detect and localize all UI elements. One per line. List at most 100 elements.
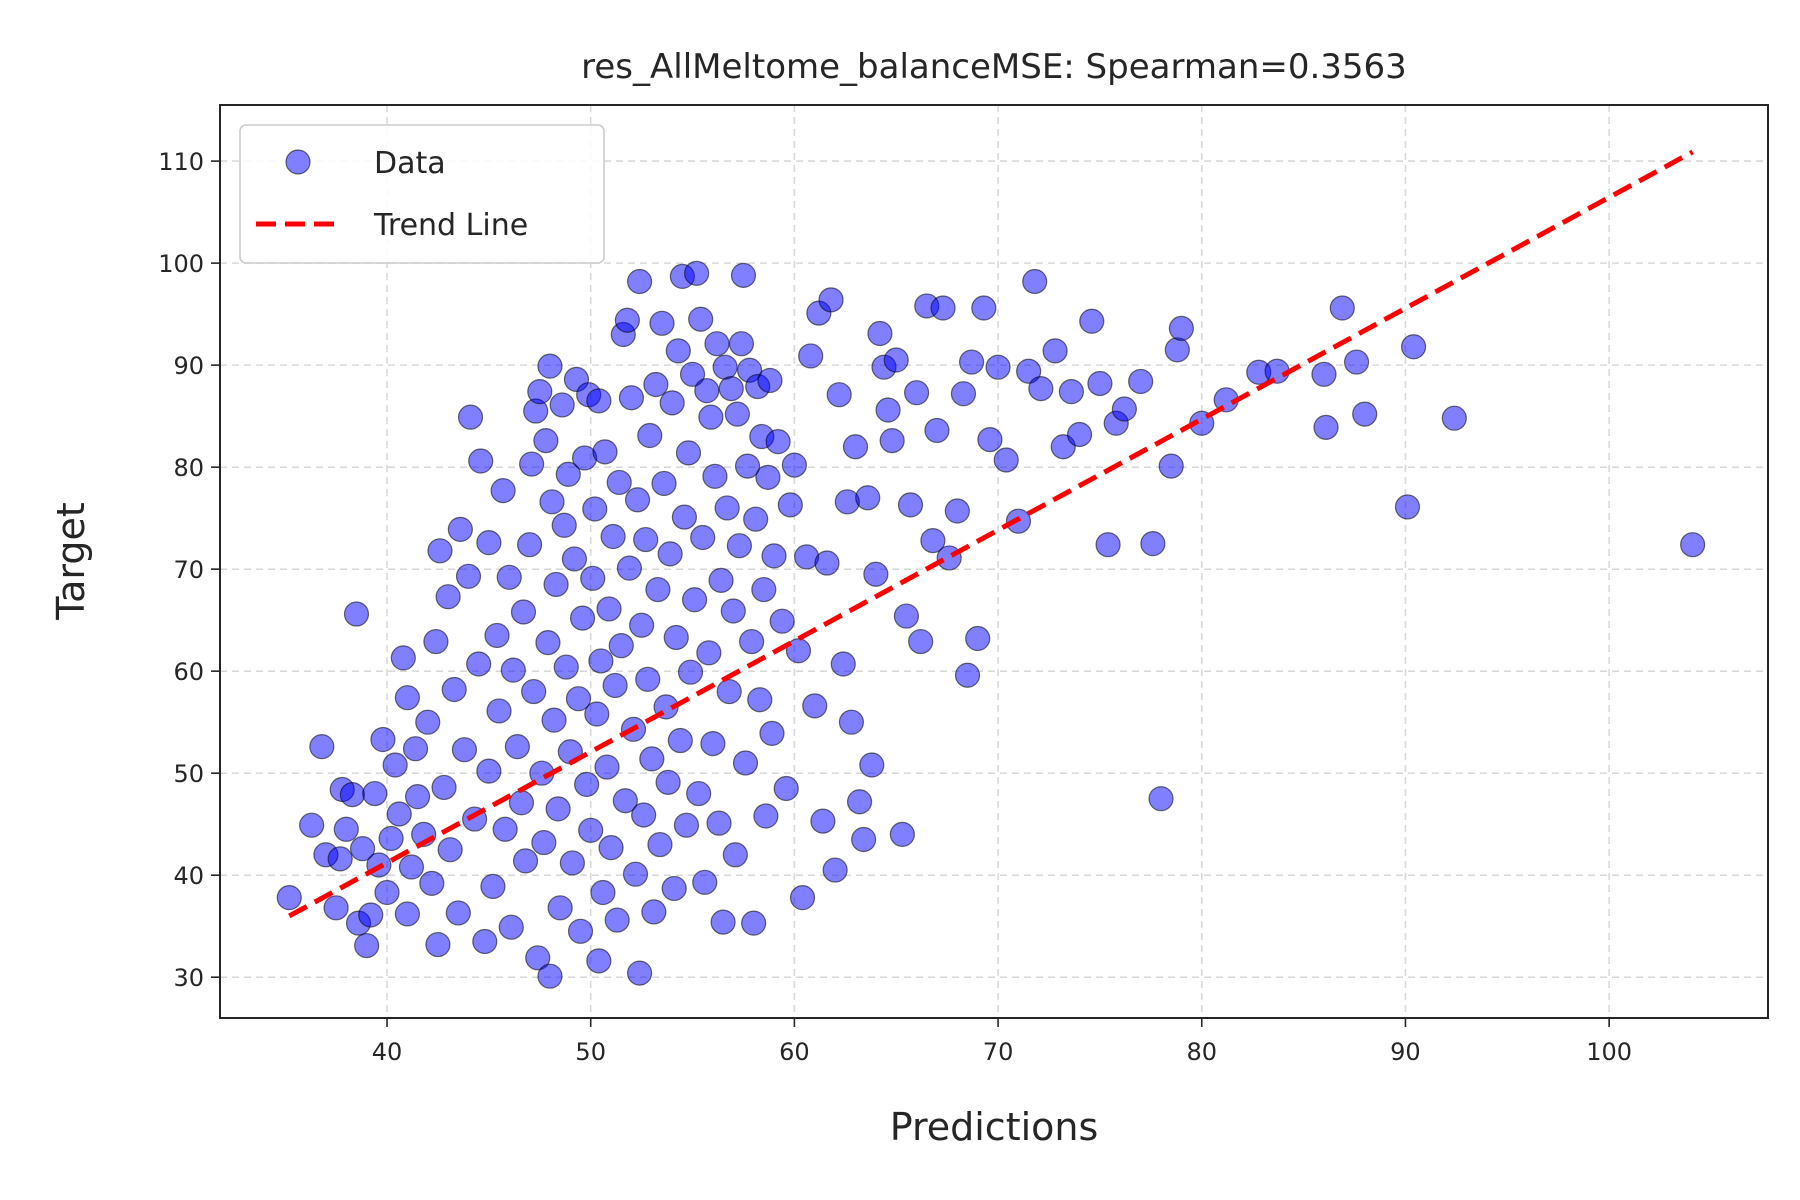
data-point <box>586 388 612 414</box>
data-point <box>374 879 400 906</box>
data-point <box>390 645 416 671</box>
data-point <box>1016 358 1042 384</box>
data-point <box>879 428 905 454</box>
data-point <box>855 485 881 511</box>
data-point <box>751 576 777 603</box>
data-point <box>555 461 581 487</box>
data-point <box>622 861 649 887</box>
data-point <box>447 516 473 542</box>
x-tick-label: 90 <box>1390 1038 1421 1066</box>
data-point <box>1168 315 1194 342</box>
data-point <box>378 825 404 852</box>
data-point <box>457 404 484 430</box>
data-point <box>616 555 643 581</box>
data-point <box>730 262 757 288</box>
data-point <box>516 532 543 558</box>
data-point <box>398 854 425 880</box>
data-point <box>404 784 431 810</box>
data-point <box>993 447 1019 473</box>
data-point <box>741 910 767 936</box>
data-point <box>753 803 779 829</box>
data-point <box>722 842 748 868</box>
data-point <box>677 659 704 685</box>
trend-line <box>288 149 1694 919</box>
x-tick-label: 40 <box>372 1038 403 1066</box>
legend-data-marker <box>285 149 311 175</box>
data-point <box>684 260 710 286</box>
data-point <box>985 354 1011 380</box>
data-point <box>582 496 608 522</box>
data-point <box>649 310 675 336</box>
y-tick-label: 30 <box>173 964 204 992</box>
data-point <box>716 678 742 705</box>
data-point <box>838 709 865 735</box>
data-point <box>323 895 349 921</box>
y-tick-label: 60 <box>173 658 204 686</box>
data-point <box>394 685 420 711</box>
data-point <box>561 546 588 572</box>
data-point <box>846 789 873 815</box>
x-tick-label: 70 <box>983 1038 1014 1066</box>
data-point <box>802 693 828 719</box>
data-point <box>498 914 524 940</box>
data-point <box>785 638 812 664</box>
data-point <box>521 678 547 705</box>
data-point <box>354 932 380 959</box>
data-point <box>958 349 985 375</box>
data-point <box>1128 368 1154 395</box>
data-point <box>889 821 915 847</box>
legend-label-trend: Trend Line <box>373 208 528 243</box>
y-ticks: 30 40 50 60 70 80 90 100 110 <box>158 148 220 992</box>
data-point <box>598 835 624 861</box>
data-point <box>358 902 384 928</box>
data-point <box>606 469 632 496</box>
data-point <box>702 463 728 489</box>
trend-line-layer <box>288 149 1694 919</box>
data-point <box>525 945 551 971</box>
y-tick-label: 70 <box>173 556 204 584</box>
data-point <box>496 564 522 590</box>
data-point <box>700 730 726 757</box>
data-point <box>537 963 563 989</box>
data-point <box>631 802 657 828</box>
data-point <box>851 826 877 853</box>
data-point <box>971 295 997 321</box>
data-point <box>759 720 785 746</box>
x-tick-label: 50 <box>575 1038 606 1066</box>
data-point <box>1148 786 1174 812</box>
x-axis-title: Predictions <box>890 1105 1099 1149</box>
data-point <box>333 816 359 842</box>
data-point <box>578 817 604 843</box>
data-point <box>903 380 930 406</box>
data-point <box>694 378 720 404</box>
data-point <box>908 628 934 655</box>
data-point <box>965 625 991 652</box>
data-point <box>584 701 610 727</box>
data-point <box>339 781 365 808</box>
data-point <box>1087 370 1113 397</box>
data-point <box>718 375 744 402</box>
data-point <box>299 812 325 838</box>
data-point <box>712 354 738 380</box>
data-point <box>1441 405 1467 431</box>
data-point <box>386 801 412 827</box>
data-point <box>639 746 665 772</box>
data-point <box>661 875 687 902</box>
data-point <box>875 397 901 423</box>
data-point <box>1400 334 1427 360</box>
data-point <box>327 846 353 872</box>
y-tick-label: 80 <box>173 454 204 482</box>
data-point <box>309 734 335 760</box>
data-point <box>441 676 467 703</box>
data-point <box>1311 361 1337 387</box>
data-point <box>818 287 844 313</box>
data-point <box>402 736 429 762</box>
data-point <box>604 907 630 933</box>
data-point <box>1140 531 1166 557</box>
x-tick-label: 80 <box>1186 1038 1217 1066</box>
data-point <box>830 651 856 677</box>
data-point <box>276 885 302 911</box>
data-point <box>504 734 530 760</box>
data-point <box>1058 379 1085 405</box>
data-point <box>867 320 893 347</box>
